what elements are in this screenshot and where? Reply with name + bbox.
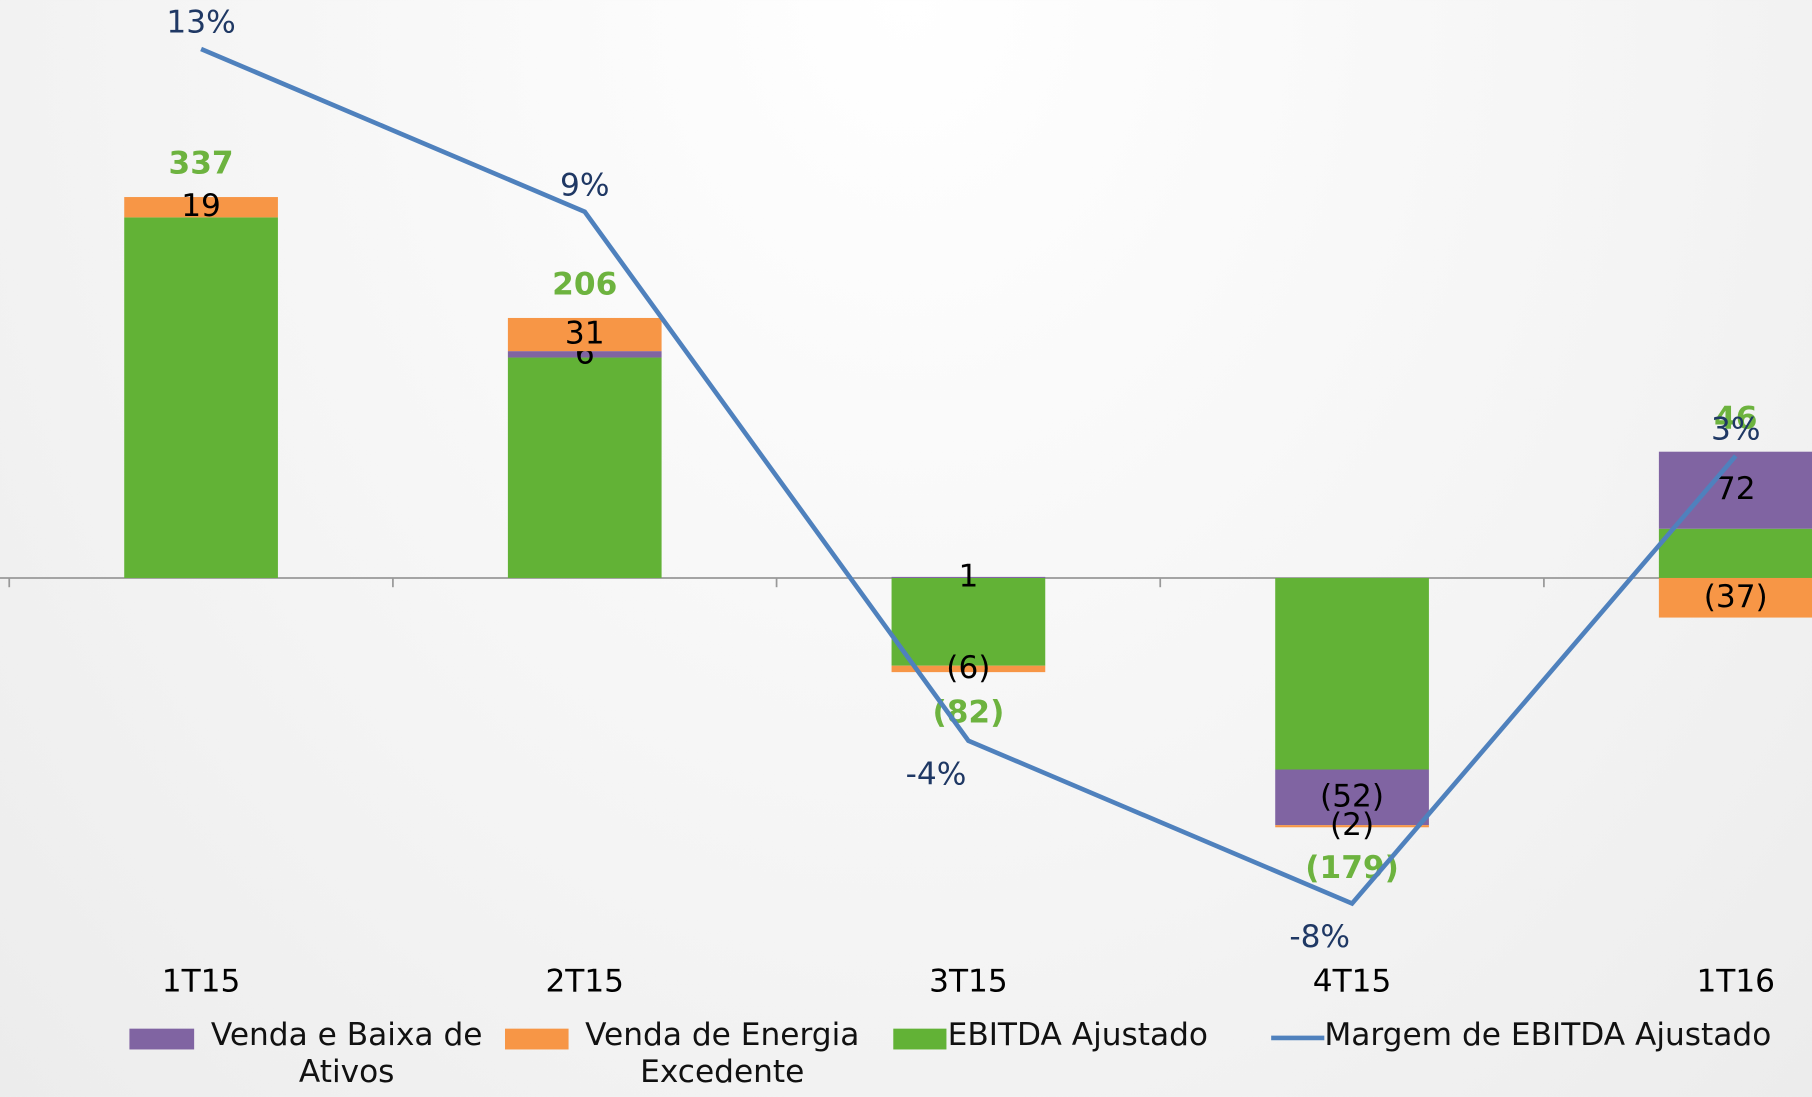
- data-label: 19: [181, 188, 221, 224]
- total-label: 206: [552, 267, 617, 303]
- line-label: -4%: [906, 756, 967, 792]
- legend-swatch: [129, 1028, 195, 1050]
- data-label: (6): [946, 650, 990, 686]
- legend-label: EBITDA Ajustado: [947, 1017, 1209, 1053]
- x-tick-label: 4T15: [1313, 963, 1392, 999]
- legend-item: Margem de EBITDA Ajustado: [1324, 1017, 1772, 1053]
- legend-label: Venda e Baixa de Ativos: [210, 1017, 483, 1090]
- line-label: 3%: [1711, 411, 1760, 447]
- line-series: [200, 46, 1738, 907]
- legend-swatch: [505, 1028, 569, 1050]
- line-label: 13%: [166, 5, 235, 41]
- x-tick-label: 3T15: [929, 963, 1008, 999]
- legend-label: Venda de Energia Excedente: [585, 1017, 860, 1090]
- total-label: 337: [169, 146, 234, 182]
- bar-segment: [124, 217, 278, 578]
- data-label: 1: [958, 558, 978, 594]
- bar-segment: [1275, 769, 1429, 826]
- legend-item: EBITDA Ajustado: [947, 1017, 1209, 1053]
- legend-swatch: [893, 1028, 947, 1050]
- bar-segment: [1275, 825, 1429, 828]
- data-label: (37): [1704, 579, 1768, 615]
- bar-segment: [891, 576, 1046, 578]
- legend-item: Venda de Energia Excedente: [585, 1017, 860, 1090]
- bar-segment: [891, 577, 1046, 666]
- bar-segment: [1275, 577, 1429, 770]
- x-tick-label: 2T15: [545, 963, 624, 999]
- data-label: (52): [1320, 778, 1384, 814]
- bar-segment: [1658, 528, 1812, 578]
- line-label: -8%: [1289, 919, 1350, 955]
- line-label: 9%: [560, 167, 609, 203]
- bar-segment: [124, 197, 278, 218]
- data-label: 72: [1716, 471, 1756, 507]
- total-label: 46: [1714, 400, 1757, 436]
- data-label: 31: [565, 316, 605, 352]
- bar-segment: [507, 317, 662, 352]
- legend-label: Margem de EBITDA Ajustado: [1324, 1017, 1772, 1053]
- bar-segment: [507, 351, 662, 358]
- data-label: (2): [1330, 807, 1374, 843]
- total-label: (82): [932, 695, 1004, 731]
- x-tick-label: 1T16: [1696, 963, 1775, 999]
- x-tick-label: 1T15: [162, 963, 241, 999]
- bar-segment: [891, 665, 1046, 673]
- bar-segment: [1658, 577, 1812, 618]
- legend-item: Venda e Baixa de Ativos: [210, 1017, 483, 1090]
- bar-segment: [507, 357, 662, 578]
